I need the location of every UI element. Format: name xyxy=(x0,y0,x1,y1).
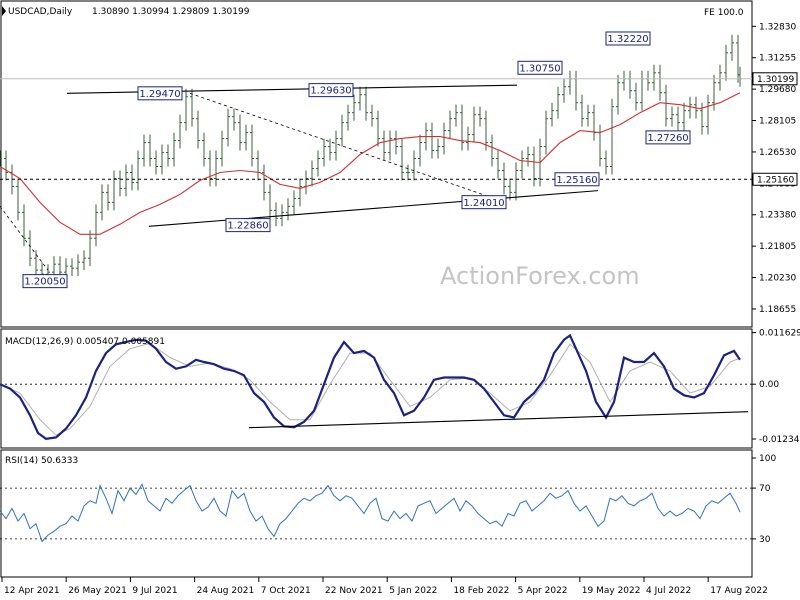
annotation-box xyxy=(137,86,183,101)
price-tick-label: 1.18655 xyxy=(759,305,796,315)
macd-tick-label: -0.012348 xyxy=(759,435,800,445)
x-tick-label: 17 Aug 2022 xyxy=(710,586,768,596)
annotation-box xyxy=(645,130,691,145)
macd-pane xyxy=(0,328,753,449)
axis-layer: 1.328301.312551.296801.281051.265301.249… xyxy=(1,22,800,596)
price-annotation: 1.29470 xyxy=(137,86,183,101)
annotation-text: 1.25160 xyxy=(556,175,597,186)
trendline xyxy=(189,92,506,203)
macd-tick-label: 0.00 xyxy=(759,380,779,390)
macd-trendline xyxy=(248,411,749,429)
price-tick-label: 1.21805 xyxy=(759,242,796,252)
x-tick-label: 22 Nov 2021 xyxy=(325,586,383,596)
trendline xyxy=(148,190,599,227)
x-tick-label: 24 Aug 2021 xyxy=(197,586,255,596)
annotation-text: 1.24010 xyxy=(463,198,504,209)
price-tick-label: 1.28105 xyxy=(759,117,796,127)
price-tick-label: 1.26530 xyxy=(759,148,796,158)
rsi-layer xyxy=(0,483,752,543)
annotation-box xyxy=(22,274,68,289)
macd-line xyxy=(0,333,741,440)
x-tick-label: 26 May 2021 xyxy=(68,586,127,596)
rsi-line xyxy=(0,483,741,543)
moving-average-line xyxy=(0,92,741,235)
annotation-text: 1.30750 xyxy=(519,63,560,74)
price-annotation: 1.22860 xyxy=(225,218,271,233)
price-annotation: 1.32220 xyxy=(605,31,651,46)
rsi-tick-label: 100 xyxy=(759,454,776,464)
price-tick-label: 1.29680 xyxy=(759,85,796,95)
annotation-box xyxy=(554,172,600,187)
x-tick-label: 19 May 2022 xyxy=(582,586,641,596)
price-annotation: 1.20050 xyxy=(22,274,68,289)
symbol-title: USDCAD,Daily xyxy=(8,7,73,17)
price-badge-box xyxy=(752,72,798,86)
annotation-text: 1.22860 xyxy=(227,221,268,232)
price-pane xyxy=(0,0,753,328)
x-tick-label: 5 Apr 2022 xyxy=(518,586,568,596)
x-tick-label: 12 Apr 2021 xyxy=(4,586,60,596)
annotation-text: 1.29630 xyxy=(310,86,351,97)
x-tick-label: 18 Feb 2022 xyxy=(453,586,509,596)
rsi-tick-label: 70 xyxy=(759,484,771,494)
price-layer: 1.20050 1.29470 1.22860 1.29630 1.30750 1.322… xyxy=(0,31,752,289)
x-tick-label: 7 Oct 2021 xyxy=(261,586,311,596)
macd-tick-label: 0.011629 xyxy=(759,329,800,339)
price-tick-label: 1.23380 xyxy=(759,211,796,221)
annotation-box xyxy=(225,218,271,233)
x-tick-label: 4 Jul 2022 xyxy=(646,586,691,596)
macd-layer xyxy=(0,333,752,440)
rsi-tick-label: 30 xyxy=(759,535,771,545)
price-badge-box xyxy=(752,172,798,186)
rsi-title: RSI(14) 50.6333 xyxy=(5,456,78,466)
x-tick-label: 5 Jan 2022 xyxy=(389,586,437,596)
price-annotation: 1.24010 xyxy=(461,195,507,210)
price-tick-label: 1.31255 xyxy=(759,54,796,64)
rsi-pane xyxy=(0,449,753,578)
price-annotation: 1.30750 xyxy=(517,60,563,75)
watermark: ActionForex.com xyxy=(440,262,640,290)
annotation-box xyxy=(308,83,354,98)
macd-signal-line xyxy=(0,342,741,436)
collapse-arrow-icon[interactable] xyxy=(2,6,6,16)
price-tick-label: 1.32830 xyxy=(759,22,796,32)
ohlc-readout: 1.30890 1.30994 1.29809 1.30199 xyxy=(92,7,250,17)
price-badge: 1.25160 xyxy=(752,172,798,186)
annotation-text: 1.27260 xyxy=(647,133,688,144)
price-badge-text: 1.25160 xyxy=(757,175,794,185)
fe-label: FE 100.0 xyxy=(704,8,744,18)
annotation-box xyxy=(461,195,507,210)
price-annotation: 1.29630 xyxy=(308,83,354,98)
price-header: USDCAD,Daily 1.30890 1.30994 1.29809 1.3… xyxy=(2,6,744,18)
price-tick-label: 1.20230 xyxy=(759,274,796,284)
annotation-text: 1.32220 xyxy=(607,34,648,45)
price-badge: 1.30199 xyxy=(752,72,798,86)
trendline xyxy=(0,206,49,271)
price-annotation: 1.25160 xyxy=(554,172,600,187)
annotation-box xyxy=(605,31,651,46)
x-tick-label: 9 Jul 2021 xyxy=(132,586,177,596)
price-badge-text: 1.30199 xyxy=(757,75,794,85)
annotation-text: 1.29470 xyxy=(139,89,180,100)
macd-title: MACD(12,26,9) 0.005407 0.005891 xyxy=(5,337,165,347)
annotation-text: 1.20050 xyxy=(24,277,65,288)
annotation-box xyxy=(517,60,563,75)
price-annotation: 1.27260 xyxy=(645,130,691,145)
